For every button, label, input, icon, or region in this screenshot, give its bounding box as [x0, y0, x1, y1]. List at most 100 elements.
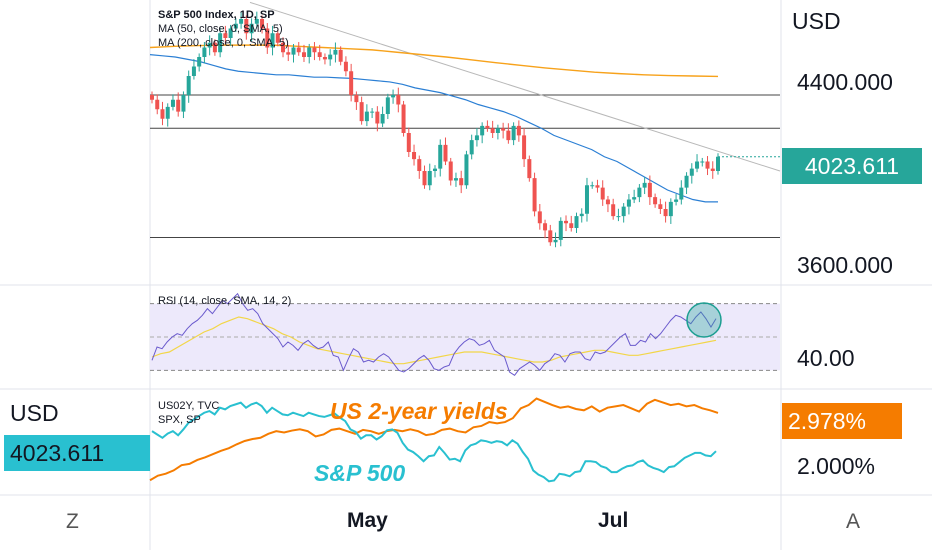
candle-body: [700, 161, 705, 163]
candle-body: [590, 185, 595, 187]
time-label-may: May: [347, 509, 388, 532]
candle-body: [223, 33, 228, 38]
candle-body: [343, 61, 348, 72]
candle-body: [537, 211, 542, 224]
compare-legend: US02Y, TVC SPX, SP: [158, 399, 219, 427]
candle-body: [569, 223, 574, 228]
candle-body: [191, 66, 196, 76]
candle-body: [543, 223, 548, 231]
candle-body: [165, 106, 170, 119]
ma50-line: [149, 54, 718, 203]
candle-body: [564, 220, 569, 224]
candle-body: [270, 33, 275, 48]
candle-body: [338, 49, 343, 62]
candle-body: [658, 204, 663, 209]
candle-body: [705, 161, 710, 169]
candle-body: [391, 95, 396, 98]
candle-body: [155, 99, 160, 110]
candle-body: [364, 111, 369, 122]
candle-body: [422, 171, 427, 186]
candle-body: [548, 230, 553, 243]
candle-body: [181, 95, 186, 112]
candle-body: [448, 161, 453, 181]
candle-body: [684, 175, 689, 188]
annotation-sp500: S&P 500: [314, 460, 406, 486]
candle-body: [511, 125, 516, 141]
candle-body: [642, 182, 647, 188]
candle-body: [679, 187, 684, 200]
rsi-legend: RSI (14, close, SMA, 14, 2): [158, 294, 291, 308]
candle-body: [370, 111, 375, 113]
price-axis-currency: USD: [792, 8, 841, 34]
candle-body: [349, 71, 354, 95]
candle-body: [328, 54, 333, 60]
candle-body: [218, 33, 223, 53]
candle-body: [186, 76, 191, 95]
candle-body: [668, 201, 673, 217]
candle-body: [312, 47, 317, 53]
candle-body: [616, 216, 621, 218]
yield-axis-label: 2.000%: [797, 453, 876, 479]
main-legend: S&P 500 Index, 1D, SP MA (50, close, 0, …: [158, 8, 289, 50]
candle-body: [516, 125, 521, 136]
candle-body: [464, 154, 469, 186]
us02y-line: [149, 397, 719, 482]
rsi-line: [151, 292, 717, 377]
candle-body: [453, 178, 458, 181]
candle-body: [480, 125, 485, 136]
candle-body: [689, 168, 694, 176]
candle-body: [296, 47, 301, 53]
candle-body: [695, 161, 700, 169]
candle-body: [553, 239, 558, 243]
rsi-axis-label: 40.00: [797, 345, 855, 371]
candle-body: [647, 182, 652, 198]
candle-body: [427, 171, 432, 186]
candle-body: [579, 213, 584, 217]
candle-body: [632, 197, 637, 200]
ma200-legend-label: MA (200, close, 0, SMA, 5): [158, 37, 289, 49]
spx-line: [151, 401, 717, 483]
candle-body: [239, 19, 244, 24]
candle-body: [653, 197, 658, 205]
compare-left-badge: 4023.611: [4, 435, 150, 471]
candle-body: [291, 47, 296, 55]
candle-body: [532, 178, 537, 212]
candle-body: [170, 99, 175, 107]
rsi-ma-line: [151, 316, 717, 365]
downtrend-line: [249, 1, 781, 172]
rsi-pane-title: RSI (14, close, SMA, 14, 2): [158, 295, 292, 307]
candle-body: [176, 99, 181, 112]
candle-body: [522, 135, 527, 160]
candle-body: [674, 199, 679, 202]
candle-body: [433, 168, 437, 171]
auto-scale-button[interactable]: A: [846, 510, 861, 533]
candle-body: [637, 187, 642, 198]
zoom-toggle-button[interactable]: Z: [66, 510, 79, 533]
price-axis-label-3600: 3600.000: [797, 252, 893, 278]
ma200-line: [149, 44, 719, 78]
candle-body: [459, 178, 464, 186]
candle-body: [228, 28, 233, 38]
candle-body: [160, 109, 165, 119]
candle-body: [710, 168, 715, 171]
candle-body: [401, 104, 406, 133]
time-label-jul: Jul: [598, 509, 629, 532]
candle-body: [207, 42, 212, 48]
candle-body: [558, 220, 563, 240]
candle-body: [244, 19, 249, 34]
candle-body: [406, 133, 411, 152]
candle-body: [281, 42, 286, 53]
candle-body: [574, 216, 579, 228]
price-axis-label-4400: 4400.000: [797, 69, 893, 95]
candle-body: [375, 111, 380, 124]
candle-body: [605, 199, 610, 205]
candle-body: [197, 57, 202, 67]
candle-body: [249, 23, 254, 34]
candle-body: [233, 23, 238, 29]
candle-body: [412, 152, 417, 160]
candle-body: [621, 206, 626, 217]
compare-legend-spx: SPX, SP: [158, 414, 201, 426]
candle-body: [301, 52, 306, 57]
